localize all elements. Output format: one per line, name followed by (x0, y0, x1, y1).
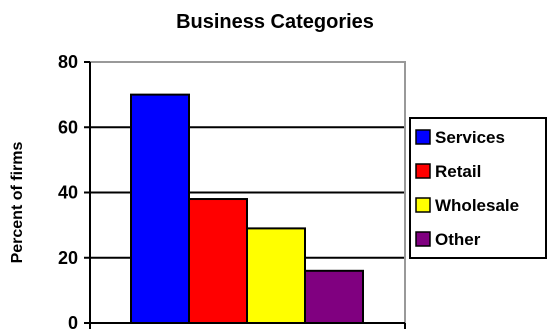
legend-swatch-retail (415, 163, 431, 179)
y-axis: 0 20 40 60 80 (58, 52, 406, 333)
legend-label-other: Other (435, 230, 481, 249)
legend-label-services: Services (435, 128, 505, 147)
bar-services (130, 93, 190, 324)
y-tick-label: 0 (68, 313, 78, 330)
legend-swatch-wholesale (415, 197, 431, 213)
y-tick-label: 20 (58, 248, 78, 268)
chart-title: Business Categories (176, 11, 374, 33)
legend-box (409, 117, 547, 259)
bars (130, 93, 364, 324)
y-tick-label: 80 (58, 52, 78, 72)
legend-swatch-other (415, 231, 431, 247)
y-axis-label: Percent of firms (9, 141, 26, 263)
legend-swatch-services (415, 129, 431, 145)
bar-other (304, 269, 364, 324)
y-tick-label: 40 (58, 183, 78, 203)
y-tick-label: 60 (58, 117, 78, 137)
legend: Services Retail Wholesale Other (409, 117, 547, 259)
legend-label-wholesale: Wholesale (435, 196, 519, 215)
bar-wholesale (246, 227, 306, 324)
legend-label-retail: Retail (435, 162, 481, 181)
bar-retail (188, 198, 248, 324)
